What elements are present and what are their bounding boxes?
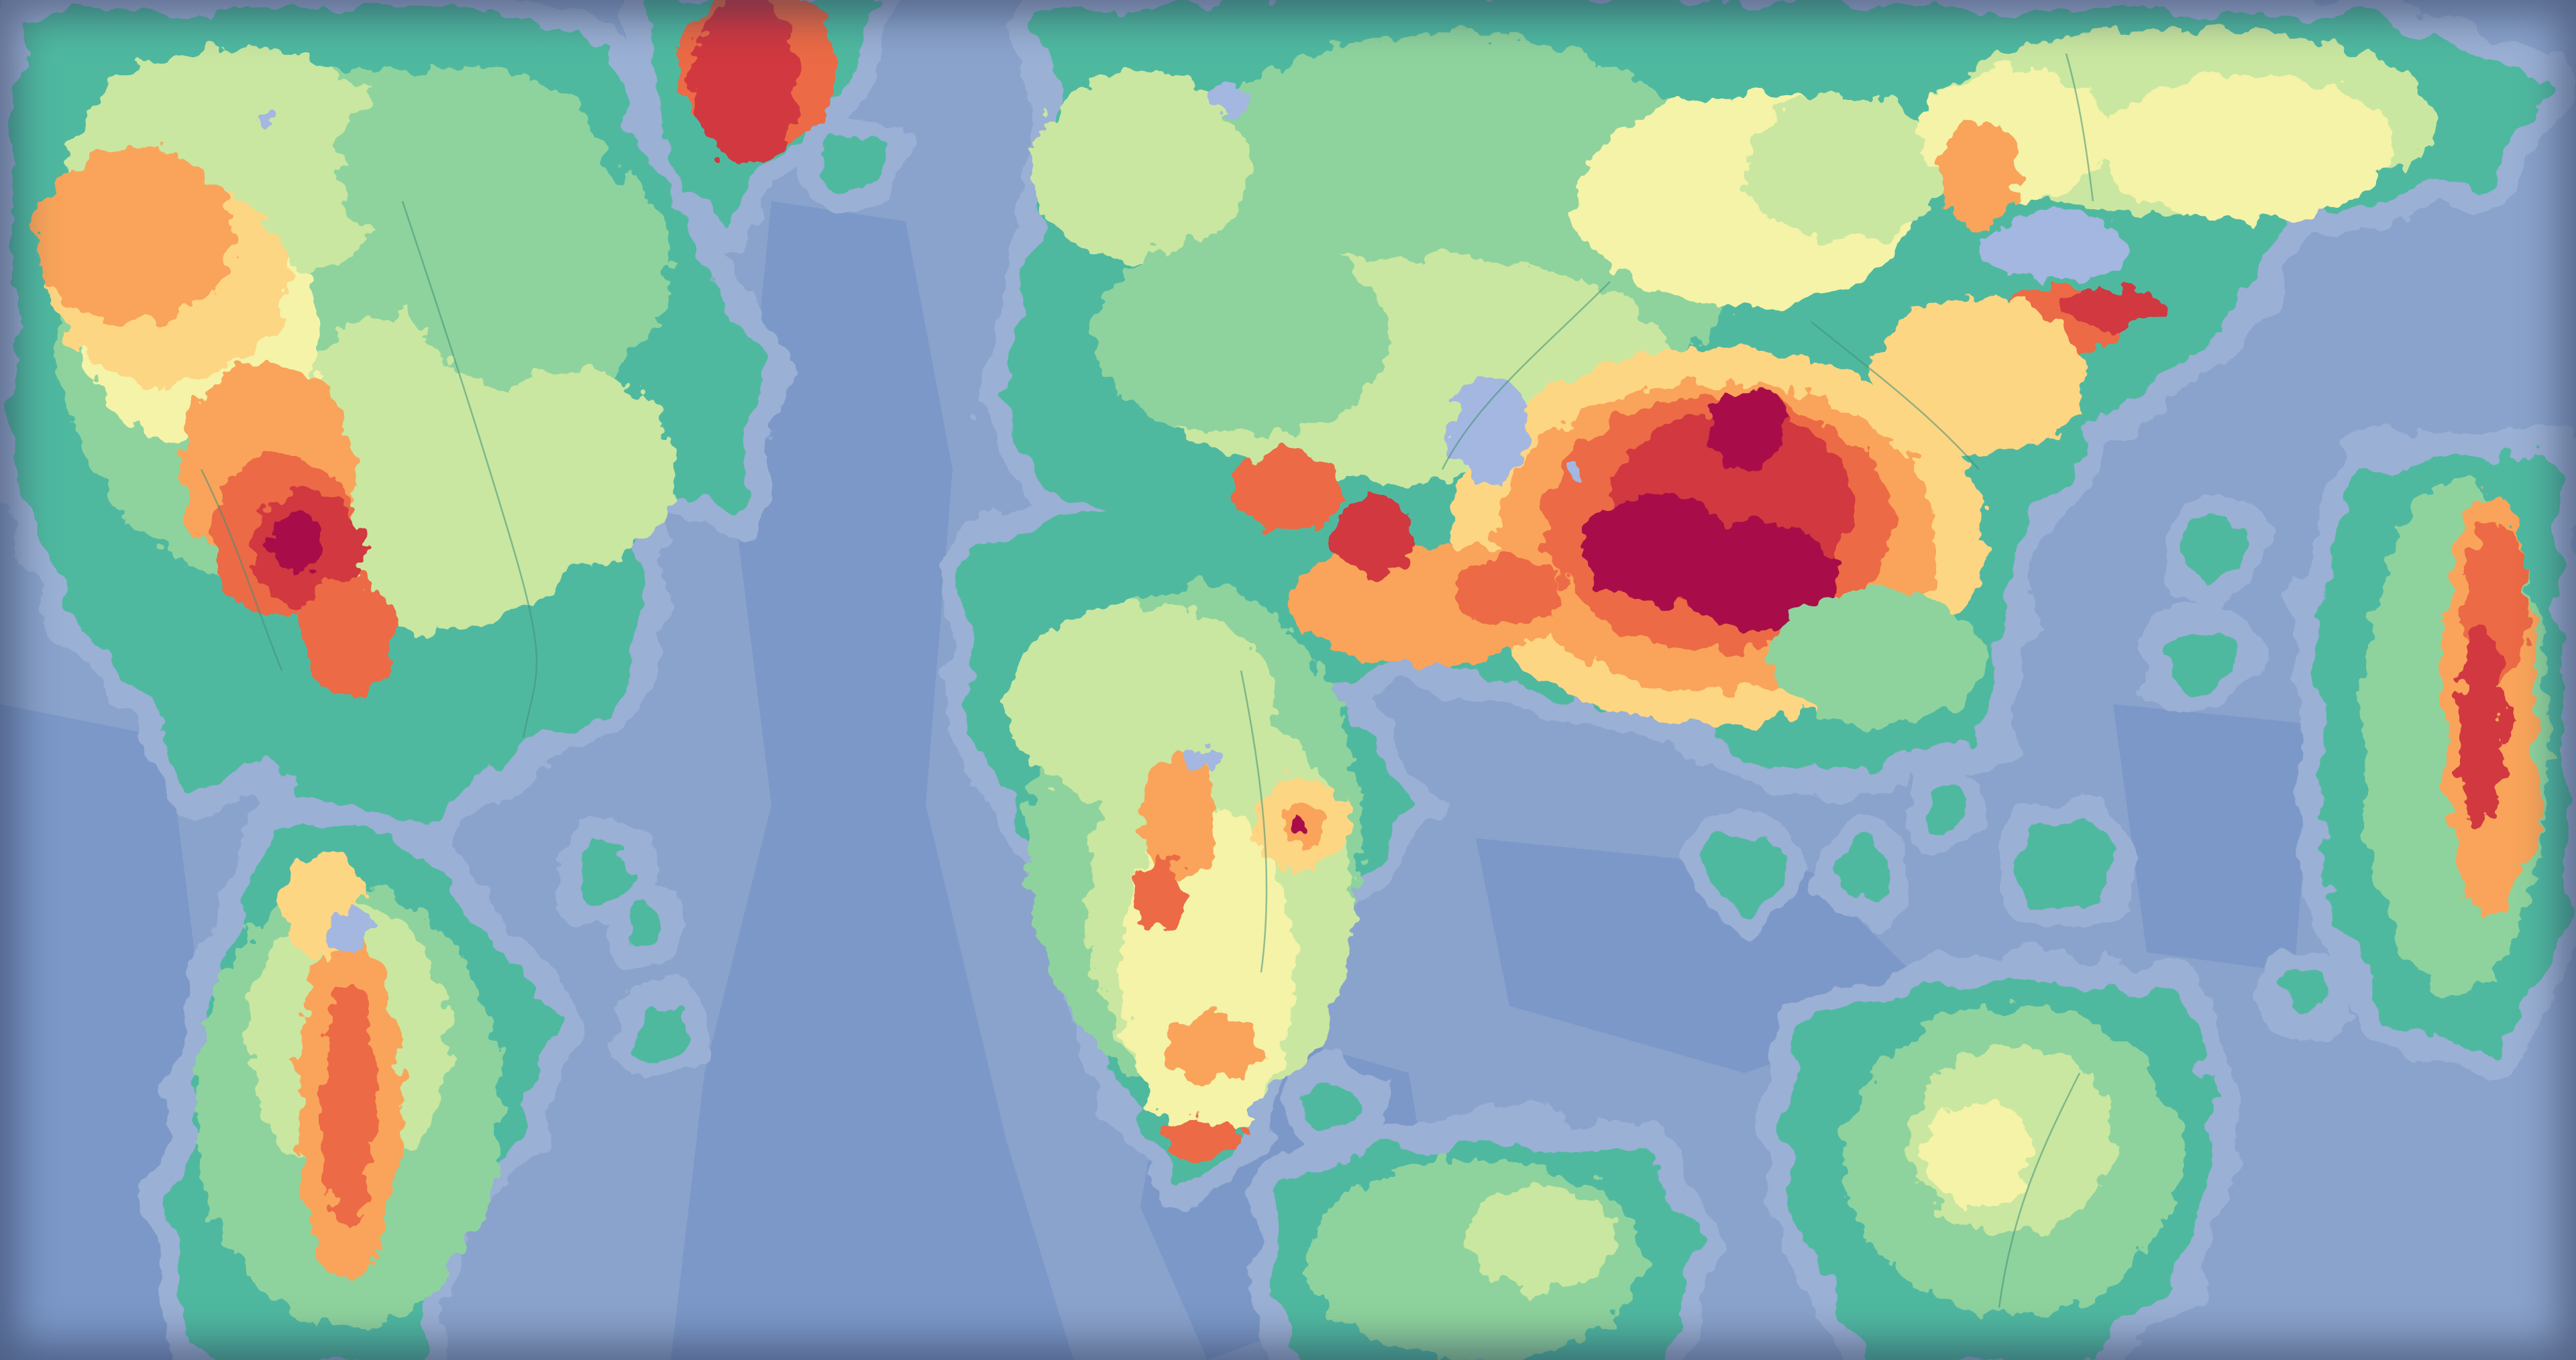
river-5 [1998, 1072, 2081, 1308]
relief-hills-24 [1744, 94, 1945, 241]
ocean-deep-0 [671, 201, 1073, 1360]
islet-12 [2288, 972, 2328, 1013]
elevation-relief [34, 0, 2549, 1360]
lake-6 [260, 113, 276, 129]
islet-10 [1925, 785, 1966, 825]
relief-highland-40 [1872, 295, 2086, 456]
islet-6 [2019, 818, 2113, 912]
lake-1 [1449, 376, 1529, 483]
river-1 [200, 469, 283, 671]
relief-summit-32 [1583, 496, 1731, 604]
islet-7 [1308, 1080, 1362, 1133]
relief-high_mountain-11 [302, 577, 396, 697]
relief-peak-20 [691, 0, 798, 168]
relief-high_mountain-50 [1134, 858, 1187, 925]
relief-hills-66 [1469, 1187, 1617, 1294]
relief-upland-64 [1925, 1100, 2033, 1207]
river-6 [2065, 53, 2094, 202]
relief-mountain-6 [34, 148, 235, 322]
islet-5 [1838, 845, 1892, 899]
islet-11 [2479, 1003, 2512, 1036]
relief-mountain-51 [1167, 1013, 1261, 1080]
relief-summit-49 [1288, 815, 1308, 835]
relief-plain-12 [402, 148, 671, 389]
islet-4 [1707, 835, 1781, 909]
relief-mountain-46 [1140, 758, 1221, 879]
relief-high_mountain-36 [1234, 449, 1342, 530]
ocean-deep-3 [2113, 704, 2314, 972]
relief-peak-39 [2059, 288, 2167, 329]
islet-0 [825, 134, 879, 188]
lake-4 [1571, 461, 1582, 477]
lake-3 [325, 909, 372, 949]
relief-plain-41 [1771, 590, 1986, 724]
lake-2 [1184, 748, 1218, 768]
relief-high_mountain-52 [1167, 1120, 1248, 1160]
relief-summit-10 [268, 513, 322, 573]
relief-plain-26 [1093, 235, 1389, 436]
relief-upland-54 [2100, 74, 2395, 221]
islet-3 [631, 1006, 684, 1060]
lake-5 [1208, 87, 1248, 114]
lake-0 [1986, 215, 2133, 282]
river-4 [1240, 670, 1268, 973]
islet-2 [624, 905, 664, 946]
islet-1 [574, 842, 634, 902]
river-3 [1811, 321, 1980, 470]
relief-high_mountain-37 [1456, 557, 1563, 624]
river-2 [1441, 281, 1611, 470]
islet-8 [2167, 624, 2234, 691]
lakes [260, 87, 2133, 949]
relief-hills-22 [1033, 74, 1248, 262]
relief-mountain-56 [1939, 121, 2019, 228]
islet-9 [2184, 520, 2244, 580]
relief-peak-35 [1335, 496, 1415, 577]
relief-summit-33 [1704, 389, 1784, 469]
relief-peak-61 [2459, 624, 2506, 825]
river-0 [401, 201, 538, 738]
relief-hills-13 [463, 369, 678, 570]
rivers [200, 53, 2094, 1308]
relief-high_mountain-17 [322, 986, 376, 1227]
